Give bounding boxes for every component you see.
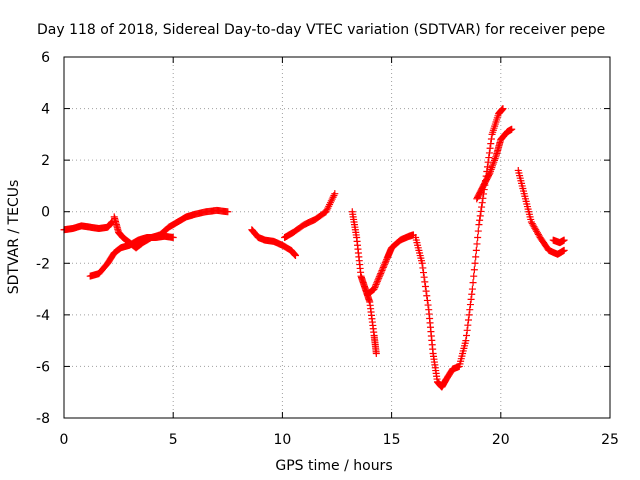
- data-point: [374, 276, 382, 284]
- data-point: [463, 326, 471, 334]
- data-point: [467, 295, 475, 303]
- data-point: [292, 252, 300, 260]
- data-point: [373, 279, 381, 287]
- data-point: [419, 269, 427, 277]
- chart-title: Day 118 of 2018, Sidereal Day-to-day VTE…: [37, 22, 605, 38]
- data-point: [420, 273, 428, 281]
- data-point: [466, 306, 474, 314]
- x-tick-label: 25: [601, 432, 619, 448]
- data-point: [379, 263, 387, 271]
- y-tick-label: -8: [36, 411, 50, 427]
- data-point: [485, 170, 493, 178]
- data-point: [478, 199, 486, 207]
- data-point: [471, 259, 479, 267]
- data-point: [487, 140, 495, 148]
- data-points: [60, 105, 568, 391]
- data-point: [472, 253, 480, 261]
- data-point: [419, 264, 427, 272]
- y-tick-label: 4: [41, 102, 50, 118]
- x-axis-label: GPS time / hours: [275, 458, 392, 474]
- data-point: [421, 278, 429, 286]
- data-point: [423, 292, 431, 300]
- data-point: [473, 240, 481, 248]
- data-point: [465, 311, 473, 319]
- data-point: [560, 246, 568, 254]
- data-point: [372, 350, 380, 358]
- data-point: [421, 282, 429, 290]
- data-point: [380, 262, 388, 270]
- x-tick-label: 10: [273, 432, 291, 448]
- data-point: [376, 271, 384, 279]
- data-point: [479, 194, 487, 202]
- grid-lines: [64, 57, 610, 418]
- data-point: [486, 144, 494, 152]
- data-point: [463, 331, 471, 339]
- data-point: [371, 282, 379, 290]
- data-point: [499, 105, 507, 113]
- data-point: [424, 301, 432, 309]
- data-point: [375, 274, 383, 282]
- plot-frame: [63, 56, 611, 419]
- x-tick-label: 15: [383, 432, 401, 448]
- data-point: [379, 265, 387, 273]
- data-point: [224, 208, 232, 216]
- data-point: [560, 236, 568, 244]
- data-point: [478, 203, 486, 211]
- data-point: [470, 266, 478, 274]
- data-point: [462, 337, 470, 345]
- y-tick-label: -2: [36, 256, 50, 272]
- data-point: [475, 221, 483, 229]
- data-point: [476, 216, 484, 224]
- data-point: [370, 285, 378, 293]
- data-point: [377, 268, 385, 276]
- data-point: [382, 257, 390, 265]
- axis-ticks: 0 5 10 15 20 25 -8 -6 -4 -2 0 2 4 6: [36, 50, 619, 448]
- y-tick-label: -4: [36, 308, 50, 324]
- y-tick-label: -6: [36, 359, 50, 375]
- data-point: [470, 272, 478, 280]
- x-tick-label: 20: [492, 432, 510, 448]
- data-point: [372, 280, 380, 288]
- data-point: [487, 135, 495, 143]
- data-point: [373, 277, 381, 285]
- data-point: [381, 260, 389, 268]
- data-point: [418, 259, 426, 267]
- data-point: [474, 227, 482, 235]
- data-point: [474, 234, 482, 241]
- data-point: [331, 190, 339, 198]
- data-point: [371, 284, 379, 292]
- data-point: [476, 212, 484, 220]
- data-point: [375, 273, 383, 281]
- y-tick-label: 6: [41, 50, 50, 66]
- data-point: [377, 270, 385, 278]
- x-tick-label: 0: [60, 432, 69, 448]
- data-point: [378, 267, 386, 275]
- data-point: [485, 154, 493, 162]
- data-point: [464, 316, 472, 324]
- y-axis-label: SDTVAR / TECUs: [6, 180, 22, 295]
- data-point: [381, 259, 389, 267]
- data-point: [169, 234, 177, 241]
- data-point: [469, 279, 477, 287]
- y-tick-label: 2: [41, 153, 50, 169]
- data-point: [468, 285, 476, 293]
- y-tick-label: 0: [41, 205, 50, 221]
- data-point: [477, 207, 485, 215]
- x-tick-label: 5: [169, 432, 178, 448]
- data-point: [508, 125, 516, 133]
- data-point: [485, 149, 493, 157]
- data-point: [422, 287, 430, 295]
- data-point: [423, 296, 431, 304]
- data-point: [464, 321, 472, 329]
- data-point: [468, 290, 476, 298]
- data-point: [483, 163, 491, 171]
- data-point: [472, 246, 480, 254]
- data-point: [466, 301, 474, 309]
